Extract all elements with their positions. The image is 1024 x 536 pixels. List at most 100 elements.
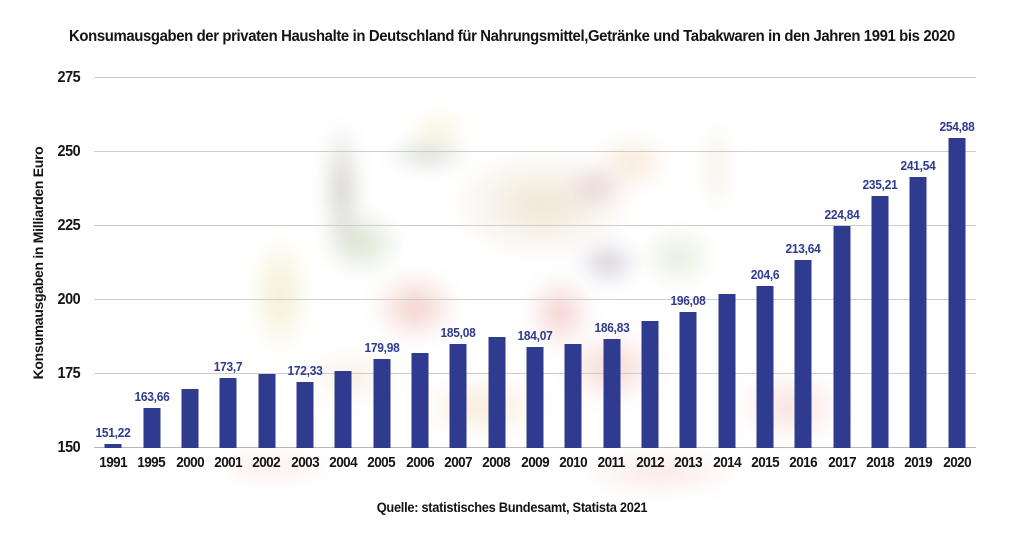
bar-slot: 235,21 bbox=[861, 78, 899, 448]
bar-2006 bbox=[411, 353, 429, 448]
bar-value-label: 196,08 bbox=[670, 292, 706, 308]
x-tick-label: 2015 bbox=[751, 454, 779, 471]
x-tick-label: 2004 bbox=[329, 454, 358, 471]
bar-slot bbox=[247, 78, 285, 448]
bar-value-label: 241,54 bbox=[900, 158, 936, 174]
y-tick-label: 150 bbox=[57, 439, 80, 456]
plot-area: 151,22 163,66 173,7 172,33 179,98 185,08 184,0… bbox=[94, 77, 976, 448]
bar-value-label: 163,66 bbox=[134, 388, 169, 404]
bar-slot: 179,98 bbox=[362, 78, 400, 448]
x-tick-label: 2002 bbox=[252, 454, 281, 471]
bar-value-label: 224,84 bbox=[824, 207, 860, 223]
bar-value-label: 186,83 bbox=[594, 319, 630, 335]
y-tick-label: 175 bbox=[57, 365, 80, 382]
x-tick-label: 2014 bbox=[712, 454, 741, 471]
bar-slot: 184,07 bbox=[516, 78, 554, 448]
bar-2002 bbox=[258, 374, 276, 448]
bar-value-label: 213,64 bbox=[785, 240, 821, 256]
y-tick-label: 275 bbox=[57, 69, 80, 86]
x-tick-label: 2013 bbox=[674, 454, 703, 471]
bar-value-label: 173,7 bbox=[213, 358, 243, 374]
bar-2005 bbox=[373, 359, 391, 448]
bar-value-label: 172,33 bbox=[287, 362, 323, 378]
bar-1991 bbox=[104, 444, 122, 448]
bar-2009 bbox=[526, 347, 544, 448]
gridline bbox=[94, 77, 976, 78]
x-tick-label: 2008 bbox=[482, 454, 511, 471]
bar-2001 bbox=[219, 377, 237, 448]
x-tick-label: 2016 bbox=[789, 454, 818, 471]
chart-title: Konsumausgaben der privaten Haushalte in… bbox=[69, 28, 955, 45]
bar-slot bbox=[324, 78, 362, 448]
bar-2003 bbox=[296, 381, 314, 448]
y-tick-label: 200 bbox=[57, 291, 80, 308]
bar-2008 bbox=[488, 337, 506, 448]
bar-slot: 172,33 bbox=[286, 78, 324, 448]
x-tick-label: 1995 bbox=[137, 454, 166, 471]
bar-slot: 163,66 bbox=[132, 78, 170, 448]
gridline bbox=[94, 151, 976, 152]
y-tick-label: 250 bbox=[57, 143, 80, 160]
bar-2017 bbox=[833, 226, 851, 448]
x-tick-label: 2000 bbox=[175, 454, 204, 471]
bar-slot bbox=[477, 78, 515, 448]
bar-2004 bbox=[334, 371, 352, 448]
bar-slot bbox=[631, 78, 669, 448]
x-tick-label: 2003 bbox=[290, 454, 319, 471]
y-tick-label: 225 bbox=[57, 217, 80, 234]
source-note: Quelle: statistisches Bundesamt, Statist… bbox=[376, 500, 648, 515]
gridline bbox=[94, 299, 976, 300]
gridline bbox=[94, 225, 976, 226]
x-tick-label: 2005 bbox=[367, 454, 396, 471]
x-tick-label: 1991 bbox=[99, 454, 128, 471]
bar-value-label: 254,88 bbox=[939, 118, 975, 134]
bar-slot: 186,83 bbox=[592, 78, 630, 448]
bar-2012 bbox=[641, 320, 659, 448]
bar-2000 bbox=[181, 388, 199, 448]
bar-2010 bbox=[564, 344, 582, 448]
x-tick-label: 2007 bbox=[444, 454, 473, 471]
bar-value-label: 185,08 bbox=[440, 325, 476, 341]
x-axis-ticks: 1991 1995 2000 2001 2002 2003 2004 2005 2006 2007… bbox=[94, 454, 976, 471]
bar-slot: 224,84 bbox=[823, 78, 861, 448]
bar-slot: 213,64 bbox=[784, 78, 822, 448]
bar-2015 bbox=[756, 286, 774, 448]
bar-value-label: 179,98 bbox=[364, 340, 400, 356]
y-axis-ticks: 150 175 200 225 250 275 bbox=[0, 69, 86, 456]
x-tick-label: 2012 bbox=[636, 454, 664, 471]
bar-slot bbox=[171, 78, 209, 448]
bar-value-label: 184,07 bbox=[517, 328, 553, 344]
x-tick-label: 2018 bbox=[866, 454, 894, 471]
bar-slot: 185,08 bbox=[439, 78, 477, 448]
x-tick-label: 2006 bbox=[405, 454, 434, 471]
bar-slot: 204,6 bbox=[746, 78, 784, 448]
bar-value-label: 151,22 bbox=[95, 425, 131, 441]
bar-1995 bbox=[143, 407, 161, 448]
x-tick-label: 2001 bbox=[214, 454, 243, 471]
x-tick-label: 2011 bbox=[598, 454, 626, 471]
bar-2007 bbox=[449, 344, 467, 448]
x-tick-label: 2017 bbox=[827, 454, 856, 471]
bar-value-label: 204,6 bbox=[750, 267, 780, 283]
bar-slot: 241,54 bbox=[899, 78, 937, 448]
bar-slot bbox=[708, 78, 746, 448]
bar-2016 bbox=[794, 259, 812, 448]
bar-slot bbox=[401, 78, 439, 448]
x-tick-label: 2009 bbox=[521, 454, 549, 471]
bar-slot: 196,08 bbox=[669, 78, 707, 448]
bar-2013 bbox=[679, 311, 697, 448]
x-tick-label: 2019 bbox=[904, 454, 933, 471]
bar-2011 bbox=[603, 338, 621, 448]
bar-value-label: 235,21 bbox=[862, 176, 898, 192]
bar-slot bbox=[554, 78, 592, 448]
bar-slot: 254,88 bbox=[938, 78, 976, 448]
x-tick-label: 2010 bbox=[559, 454, 588, 471]
x-tick-label: 2020 bbox=[942, 454, 971, 471]
bars-container: 151,22 163,66 173,7 172,33 179,98 185,08 184,0… bbox=[94, 78, 976, 448]
bar-2020 bbox=[948, 137, 966, 448]
bar-2014 bbox=[718, 294, 736, 448]
bar-slot: 151,22 bbox=[94, 78, 132, 448]
bar-slot: 173,7 bbox=[209, 78, 247, 448]
bar-2019 bbox=[909, 177, 927, 448]
